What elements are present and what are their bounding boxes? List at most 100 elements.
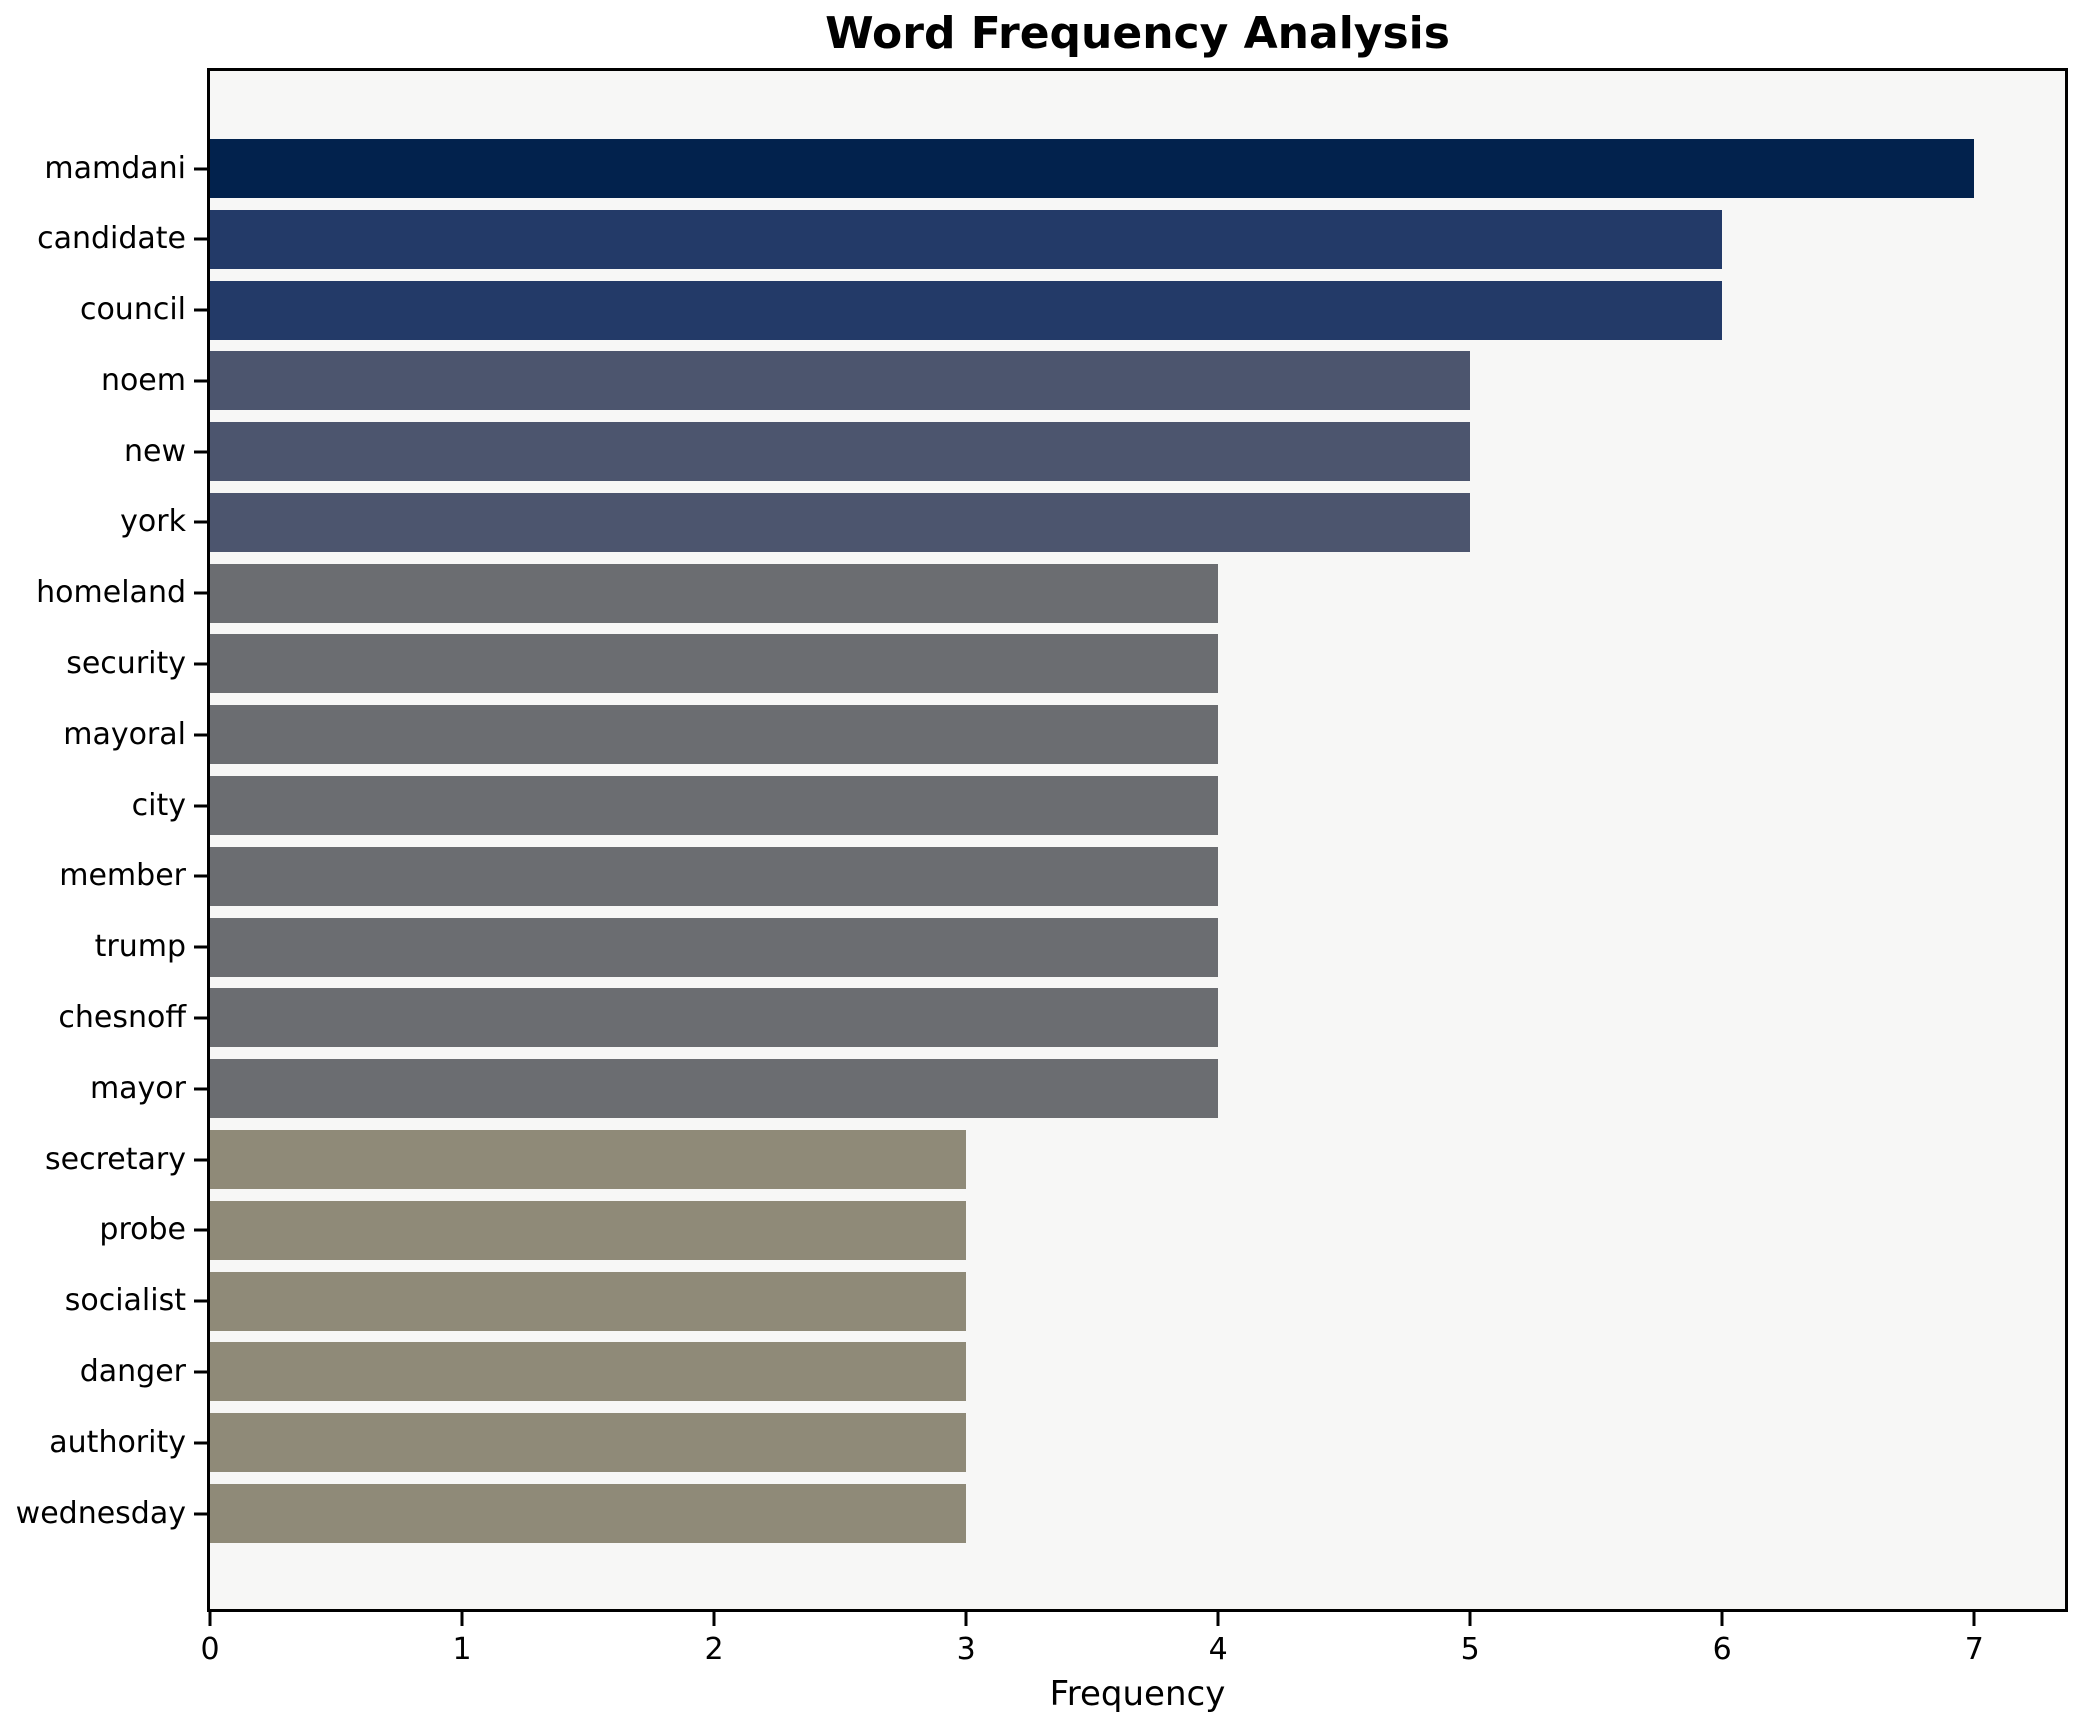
y-tick-mark bbox=[194, 308, 207, 312]
y-tick-mark bbox=[194, 874, 207, 878]
y-tick-label-security: security bbox=[66, 646, 186, 682]
y-tick-label-wednesday: wednesday bbox=[15, 1495, 186, 1531]
y-tick-label-city: city bbox=[131, 787, 186, 823]
bar-row bbox=[210, 139, 2065, 198]
bar-mayor bbox=[210, 1059, 1219, 1119]
x-tick-label-2: 2 bbox=[704, 1632, 724, 1667]
y-tick-label-mayoral: mayoral bbox=[63, 716, 186, 752]
bar-danger bbox=[210, 1342, 967, 1402]
bar-homeland bbox=[210, 563, 1219, 623]
bar-probe bbox=[210, 1200, 967, 1260]
y-tick-label-trump: trump bbox=[94, 929, 186, 965]
bar-row bbox=[210, 634, 2065, 694]
bar-row bbox=[210, 1413, 2065, 1473]
bar-row bbox=[210, 1129, 2065, 1189]
bar-york bbox=[210, 492, 1471, 552]
y-tick-label-member: member bbox=[59, 858, 186, 894]
y-tick-mark bbox=[194, 804, 207, 808]
y-tick-mark bbox=[194, 591, 207, 595]
bar-row bbox=[210, 917, 2065, 977]
y-tick-mark bbox=[194, 662, 207, 666]
y-tick-mark bbox=[194, 1370, 207, 1374]
bar-row bbox=[210, 1200, 2065, 1260]
bar-row bbox=[210, 988, 2065, 1048]
bar-row bbox=[210, 351, 2065, 411]
x-tick-label-1: 1 bbox=[452, 1632, 472, 1667]
y-tick-mark bbox=[194, 1441, 207, 1445]
y-tick-label-new: new bbox=[123, 433, 186, 469]
y-tick-label-council: council bbox=[79, 292, 186, 328]
y-tick-label-york: york bbox=[120, 504, 186, 540]
x-tick-mark bbox=[964, 1612, 968, 1626]
bar-candidate bbox=[210, 209, 1723, 269]
y-tick-mark bbox=[194, 945, 207, 949]
y-tick-label-homeland: homeland bbox=[36, 575, 186, 611]
y-tick-mark bbox=[194, 1016, 207, 1020]
y-tick-mark bbox=[194, 167, 207, 170]
bar-row bbox=[210, 492, 2065, 552]
bar-row bbox=[210, 1271, 2065, 1331]
bar-mayoral bbox=[210, 705, 1219, 765]
y-tick-mark bbox=[194, 733, 207, 737]
x-tick-label-6: 6 bbox=[1712, 1632, 1732, 1667]
bar-row bbox=[210, 209, 2065, 269]
bar-wednesday bbox=[210, 1483, 967, 1543]
x-axis-label: Frequency bbox=[1049, 1674, 1226, 1714]
y-tick-mark bbox=[194, 1228, 207, 1232]
bar-authority bbox=[210, 1413, 967, 1473]
bar-secretary bbox=[210, 1129, 967, 1189]
y-tick-mark bbox=[194, 520, 207, 524]
y-tick-label-chesnoff: chesnoff bbox=[58, 999, 186, 1035]
y-tick-mark bbox=[194, 237, 207, 241]
x-tick-mark bbox=[1972, 1612, 1976, 1626]
x-tick-mark bbox=[460, 1612, 464, 1626]
y-tick-mark bbox=[194, 379, 207, 383]
y-tick-label-mayor: mayor bbox=[89, 1070, 186, 1106]
bar-row bbox=[210, 1342, 2065, 1402]
y-tick-label-noem: noem bbox=[100, 362, 186, 398]
y-tick-label-socialist: socialist bbox=[64, 1283, 186, 1319]
bar-row bbox=[210, 846, 2065, 906]
x-tick-mark bbox=[1468, 1612, 1472, 1626]
x-tick-mark bbox=[712, 1612, 716, 1626]
y-tick-mark bbox=[194, 450, 207, 454]
y-tick-label-authority: authority bbox=[49, 1424, 186, 1460]
bar-security bbox=[210, 634, 1219, 694]
bar-noem bbox=[210, 351, 1471, 411]
y-tick-label-mamdani: mamdani bbox=[44, 150, 186, 186]
y-tick-mark bbox=[194, 1158, 207, 1162]
x-tick-label-7: 7 bbox=[1964, 1632, 1984, 1667]
y-tick-label-danger: danger bbox=[79, 1353, 186, 1389]
bar-chesnoff bbox=[210, 988, 1219, 1048]
bar-row bbox=[210, 705, 2065, 765]
bar-council bbox=[210, 280, 1723, 340]
bar-new bbox=[210, 422, 1471, 482]
y-tick-label-candidate: candidate bbox=[37, 221, 186, 257]
chart-title: Word Frequency Analysis bbox=[825, 8, 1450, 59]
bar-row bbox=[210, 1483, 2065, 1543]
bar-member bbox=[210, 846, 1219, 906]
x-tick-label-5: 5 bbox=[1460, 1632, 1480, 1667]
y-tick-label-secretary: secretary bbox=[45, 1141, 186, 1177]
bar-row bbox=[210, 1059, 2065, 1119]
plot-area: mamdani candidate council noem new york homela… bbox=[16, 68, 2068, 1665]
bar-socialist bbox=[210, 1271, 967, 1331]
bars-container bbox=[210, 139, 2065, 1543]
bar-city bbox=[210, 776, 1219, 836]
x-tick-label-3: 3 bbox=[956, 1632, 976, 1667]
bar-row bbox=[210, 776, 2065, 836]
y-tick-mark bbox=[194, 1512, 207, 1515]
y-tick-mark bbox=[194, 1087, 207, 1091]
x-tick-label-4: 4 bbox=[1208, 1632, 1228, 1667]
bar-row bbox=[210, 563, 2065, 623]
y-tick-mark bbox=[194, 1299, 207, 1303]
x-tick-mark bbox=[1720, 1612, 1724, 1626]
x-tick-mark bbox=[1216, 1612, 1220, 1626]
bar-trump bbox=[210, 917, 1219, 977]
x-tick-label-0: 0 bbox=[200, 1632, 220, 1667]
bar-mamdani bbox=[210, 139, 1975, 198]
bar-row bbox=[210, 280, 2065, 340]
x-tick-mark bbox=[208, 1612, 212, 1626]
bar-row bbox=[210, 422, 2065, 482]
